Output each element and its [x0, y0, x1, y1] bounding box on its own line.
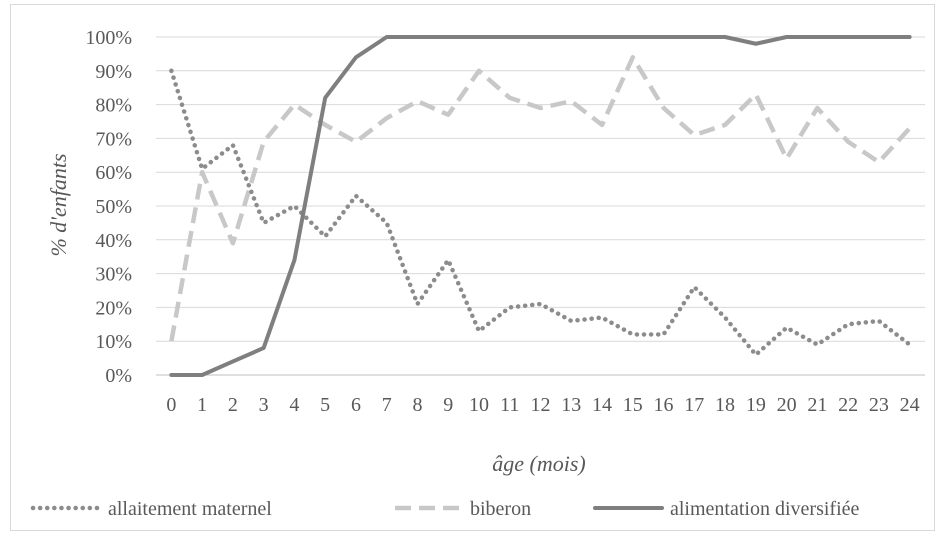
- y-tick-label: 0%: [105, 365, 132, 387]
- x-tick-label: 19: [746, 394, 766, 416]
- x-tick-label: 24: [900, 394, 920, 416]
- y-tick-label: 90%: [95, 61, 132, 83]
- x-tick-label: 15: [623, 394, 643, 416]
- x-tick-label: 4: [289, 394, 299, 416]
- x-tick-label: 16: [654, 394, 674, 416]
- x-tick-label: 22: [838, 394, 858, 416]
- x-tick-label: 13: [561, 394, 581, 416]
- legend: allaitement maternel biberon alimentation …: [30, 498, 859, 520]
- x-tick-label: 20: [777, 394, 797, 416]
- y-axis-title: % d'enfants: [46, 153, 71, 256]
- y-tick-label: 50%: [95, 196, 132, 218]
- y-tick-label: 20%: [95, 297, 132, 319]
- y-tick-label: 80%: [95, 95, 132, 117]
- legend-label: allaitement maternel: [108, 498, 272, 520]
- y-tick-label: 10%: [95, 331, 132, 353]
- series-line-dotted: [169, 68, 912, 357]
- gridlines: [156, 36, 925, 376]
- y-tick-label: 30%: [95, 264, 132, 286]
- x-tick-label: 18: [715, 394, 735, 416]
- y-axis-ticks: 0% 10% 20% 30% 40% 50% 60% 70% 80% 90% 100%: [85, 27, 132, 387]
- x-tick-label: 12: [531, 394, 551, 416]
- x-tick-label: 3: [259, 394, 269, 416]
- x-tick-label: 21: [807, 394, 827, 416]
- x-tick-label: 23: [869, 394, 889, 416]
- x-tick-label: 11: [500, 394, 519, 416]
- y-tick-label: 70%: [95, 128, 132, 150]
- x-tick-label: 10: [469, 394, 489, 416]
- chart-frame: [10, 4, 935, 531]
- x-tick-label: 14: [592, 394, 612, 416]
- legend-label: alimentation diversifiée: [670, 498, 859, 520]
- x-tick-label: 17: [684, 394, 704, 416]
- legend-label: biberon: [470, 498, 531, 520]
- x-tick-label: 2: [228, 394, 238, 416]
- series-lines: [169, 35, 912, 377]
- x-tick-label: 8: [412, 394, 422, 416]
- series-line-dashed: [169, 55, 912, 342]
- x-tick-label: 0: [166, 394, 176, 416]
- y-tick-label: 100%: [85, 27, 132, 49]
- x-tick-label: 9: [443, 394, 453, 416]
- y-tick-label: 60%: [95, 162, 132, 184]
- x-tick-label: 6: [351, 394, 361, 416]
- y-tick-label: 40%: [95, 230, 132, 252]
- x-axis-title: âge (mois): [492, 451, 585, 476]
- x-tick-label: 7: [382, 394, 392, 416]
- series-line-solid: [169, 35, 912, 377]
- x-tick-label: 1: [197, 394, 207, 416]
- x-axis-ticks: 0 1 2 3 4 5 6 7 8 9 10 11 12 13 14 15 16 17 18 19 20 21 22 23 24: [166, 394, 919, 416]
- x-tick-label: 5: [320, 394, 330, 416]
